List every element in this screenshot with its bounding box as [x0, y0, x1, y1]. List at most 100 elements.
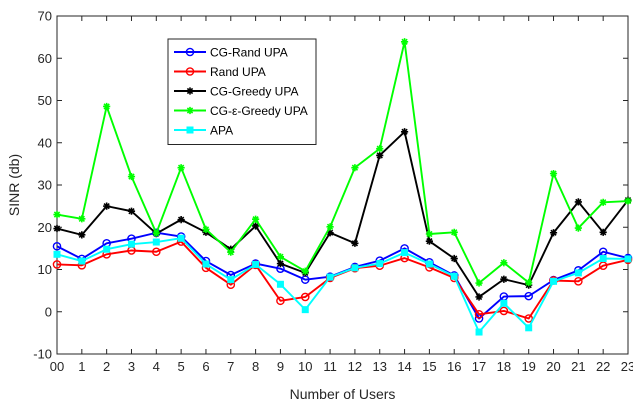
data-point [549, 229, 558, 237]
data-point [227, 248, 235, 256]
legend-label: CG-Rand UPA [210, 46, 288, 60]
x-tick-label: 23 [621, 359, 633, 374]
data-point [177, 164, 185, 172]
data-point [202, 225, 210, 233]
x-tick-label: 21 [571, 359, 585, 374]
data-point [351, 264, 359, 272]
y-tick-label: 0 [45, 304, 52, 319]
plot-frame [56, 15, 629, 355]
y-axis-title: SINR (db) [6, 154, 22, 216]
x-tick-label: 22 [596, 359, 610, 374]
y-tick-label: 10 [38, 262, 52, 277]
y-tick-label: 70 [38, 9, 52, 24]
data-point [152, 238, 160, 246]
series-line [56, 40, 629, 284]
data-point [574, 269, 582, 277]
data-point [53, 210, 61, 219]
x-tick-label: 18 [497, 359, 511, 374]
x-tick-label: 15 [422, 359, 436, 374]
x-tick-label: 10 [298, 359, 312, 374]
data-point [574, 224, 582, 232]
data-point [152, 229, 160, 237]
y-tick-label: 50 [38, 93, 52, 108]
series-line [56, 237, 629, 333]
data-point [252, 215, 260, 223]
data-point [351, 164, 359, 172]
data-point [574, 198, 582, 206]
data-point [475, 279, 483, 287]
data-point [177, 216, 185, 224]
data-point [525, 278, 533, 287]
x-tick-label: 13 [373, 359, 387, 374]
data-point [301, 306, 309, 314]
series-5 [53, 234, 632, 336]
data-point [127, 172, 136, 181]
legend-item: CG-Rand UPA [174, 46, 288, 60]
y-tick-label: 30 [38, 178, 52, 193]
legend-label: CG-ε-Greedy UPA [210, 104, 308, 118]
data-point [550, 277, 558, 285]
data-point [450, 228, 458, 236]
legend-item: Rand UPA [174, 65, 266, 79]
data-point [53, 224, 61, 233]
series-group [52, 38, 633, 336]
data-point [500, 259, 508, 267]
data-point [500, 275, 508, 283]
y-tick-label: 60 [38, 51, 52, 66]
x-tick-label: 5 [178, 359, 185, 374]
data-point [474, 309, 484, 319]
data-point [376, 145, 384, 153]
data-point [598, 261, 608, 270]
series-4 [53, 38, 632, 287]
data-point [376, 151, 384, 160]
legend-item: CG-Greedy UPA [174, 85, 298, 99]
data-point [499, 306, 509, 316]
data-point [78, 257, 86, 265]
data-point [425, 237, 433, 245]
data-point [326, 273, 334, 281]
data-point [103, 245, 111, 253]
legend-label: APA [210, 124, 233, 138]
y-tick-label: 40 [38, 135, 52, 150]
data-point [301, 267, 309, 275]
x-tick-label: 7 [227, 359, 234, 374]
y-tick-label: 20 [38, 220, 52, 235]
legend-marker [186, 87, 194, 95]
data-point [599, 255, 607, 263]
data-point [475, 293, 483, 301]
data-point [177, 234, 185, 242]
data-point [624, 255, 632, 263]
data-point [450, 254, 458, 263]
data-point [52, 260, 62, 269]
data-point [53, 250, 61, 258]
data-point [524, 291, 533, 301]
data-point [78, 215, 86, 223]
x-tick-label: 3 [128, 359, 135, 374]
data-point [127, 240, 135, 248]
data-point [599, 228, 607, 236]
data-point [599, 198, 607, 206]
data-point [624, 197, 632, 205]
legend-marker [186, 106, 194, 115]
data-point [276, 259, 285, 268]
legend-marker [186, 126, 194, 134]
data-point [549, 169, 558, 178]
legend-label: Rand UPA [210, 65, 266, 79]
x-tick-label: 11 [323, 359, 337, 374]
data-point [252, 260, 260, 268]
legend: CG-Rand UPA Rand UPA CG-Greedy UPA CG-ε-Gre… [167, 38, 317, 145]
y-tick-label: -10 [33, 347, 52, 362]
data-point [401, 249, 409, 257]
x-tick-label: 17 [472, 359, 486, 374]
series-line [56, 130, 629, 298]
x-axis-title: Number of Users [290, 386, 396, 402]
data-point [524, 314, 533, 323]
legend-item: CG-ε-Greedy UPA [174, 104, 308, 118]
data-point [425, 260, 433, 268]
data-point [525, 324, 533, 332]
data-point [425, 230, 433, 238]
legend-marker [185, 67, 195, 76]
data-point [78, 231, 86, 239]
x-tick-label: 16 [447, 359, 461, 374]
